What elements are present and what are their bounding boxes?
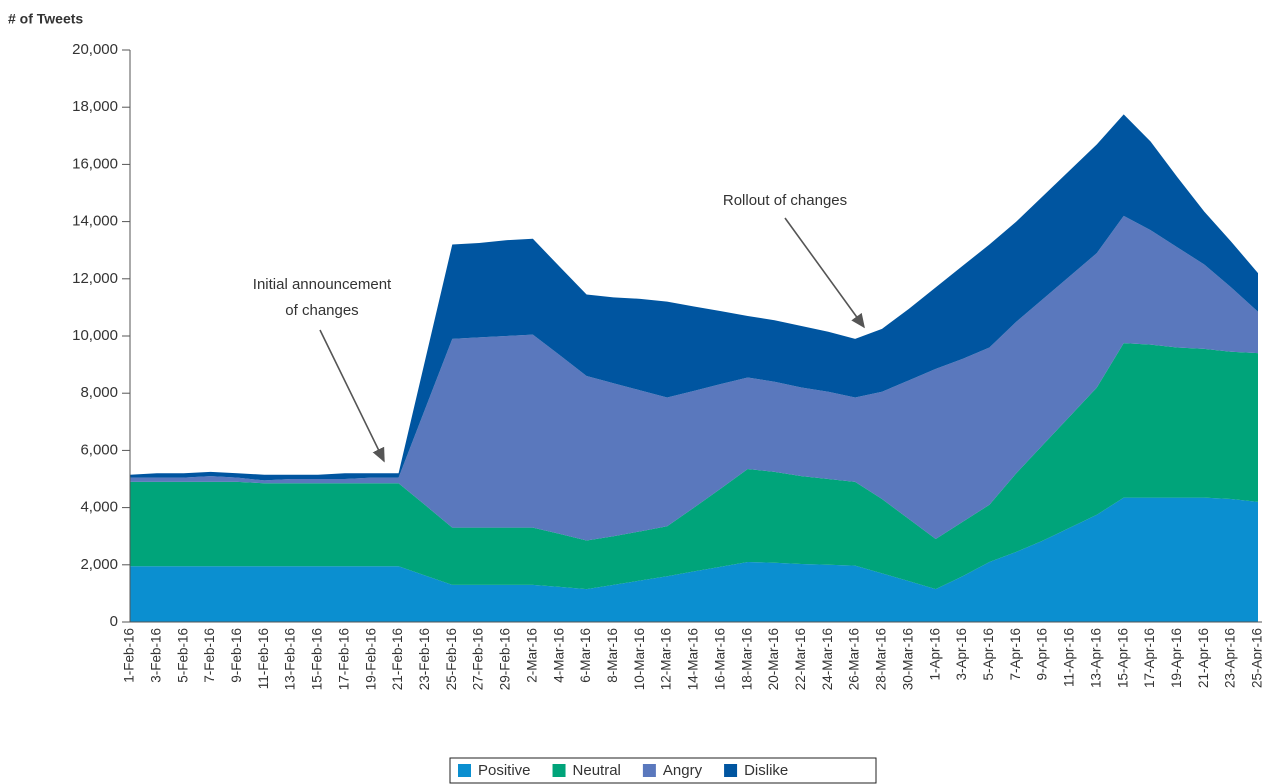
- x-tick-label: 25-Apr-16: [1250, 628, 1262, 688]
- x-tick-label: 14-Mar-16: [686, 628, 701, 690]
- legend-label: Angry: [663, 762, 703, 779]
- x-tick-label: 11-Feb-16: [256, 628, 271, 689]
- x-tick-label: 23-Feb-16: [417, 628, 432, 690]
- y-tick-label: 20,000: [72, 41, 118, 58]
- x-tick-label: 5-Feb-16: [175, 628, 190, 683]
- annotation: Rollout of changes: [723, 192, 847, 209]
- x-tick-label: 15-Apr-16: [1115, 628, 1130, 688]
- x-tick-label: 17-Feb-16: [336, 628, 351, 690]
- x-tick-label: 13-Feb-16: [283, 628, 298, 690]
- x-tick-label: 10-Mar-16: [632, 628, 647, 690]
- x-tick-label: 18-Mar-16: [739, 628, 754, 690]
- y-tick-label: 16,000: [72, 155, 118, 172]
- x-tick-label: 8-Mar-16: [605, 628, 620, 683]
- y-tick-label: 10,000: [72, 327, 118, 344]
- legend-swatch: [458, 764, 471, 777]
- annotation-arrow: [319, 329, 385, 463]
- legend: Positive Neutral Angry Dislike: [458, 762, 788, 779]
- legend-box: [449, 757, 877, 784]
- legend-label: Positive: [478, 762, 531, 779]
- x-tick-label: 22-Mar-16: [793, 628, 808, 690]
- annotation-arrow: [784, 217, 865, 329]
- x-tick-label: 7-Feb-16: [202, 628, 217, 683]
- x-tick-label: 4-Mar-16: [551, 628, 566, 683]
- plot-area: [130, 114, 1258, 622]
- x-tick-label: 6-Mar-16: [578, 628, 593, 683]
- x-tick-label: 9-Feb-16: [229, 628, 244, 683]
- x-tick-label: 9-Apr-16: [1035, 628, 1050, 681]
- x-tick-label: 21-Apr-16: [1196, 628, 1211, 688]
- y-axis-label: # of Tweets: [8, 11, 83, 27]
- x-tick-label: 26-Mar-16: [847, 628, 862, 690]
- x-tick-label: 2-Mar-16: [524, 628, 539, 683]
- y-tick-label: 6,000: [80, 441, 118, 458]
- y-tick-label: 14,000: [72, 213, 118, 230]
- legend-swatch: [724, 764, 738, 777]
- x-tick-label: 13-Apr-16: [1088, 628, 1103, 688]
- x-tick-label: 24-Mar-16: [820, 628, 835, 690]
- legend-swatch: [552, 764, 566, 777]
- x-tick-label: 19-Apr-16: [1169, 628, 1184, 688]
- y-tick-label: 0: [110, 613, 118, 630]
- y-tick-label: 18,000: [72, 98, 118, 115]
- area: [130, 343, 1258, 590]
- x-tick-label: 30-Mar-16: [900, 628, 915, 690]
- x-tick-label: 11-Apr-16: [1062, 628, 1077, 687]
- x-tick-label: 23-Apr-16: [1223, 628, 1238, 688]
- y-tick-label: 12,000: [72, 270, 118, 287]
- legend-label: Neutral: [573, 762, 621, 779]
- annotation: of changes: [285, 302, 358, 319]
- area: [130, 497, 1258, 622]
- x-tick-label: 5-Apr-16: [981, 628, 996, 681]
- x-tick-label: 17-Apr-16: [1142, 628, 1157, 688]
- x-tick-label: 3-Apr-16: [954, 628, 969, 681]
- y-tick-label: 2,000: [80, 556, 118, 573]
- x-tick-label: 25-Feb-16: [444, 628, 459, 690]
- legend-swatch: [642, 764, 656, 777]
- x-tick-label: 28-Mar-16: [874, 628, 889, 690]
- x-tick-label: 20-Mar-16: [766, 628, 781, 690]
- x-tick-label: 3-Feb-16: [148, 628, 163, 683]
- x-tick-label: 21-Feb-16: [390, 628, 405, 690]
- x-tick-label: 29-Feb-16: [498, 628, 513, 690]
- x-tick-label: 27-Feb-16: [471, 628, 486, 690]
- area: [130, 215, 1258, 541]
- x-tick-label: 15-Feb-16: [310, 628, 325, 690]
- x-tick-label: 12-Mar-16: [659, 628, 674, 690]
- legend-label: Dislike: [744, 762, 788, 779]
- y-tick-label: 4,000: [80, 499, 118, 516]
- area: [130, 114, 1258, 481]
- x-tick-label: 1-Apr-16: [927, 628, 942, 681]
- x-tick-label: 19-Feb-16: [363, 628, 378, 690]
- x-tick-label: 16-Mar-16: [712, 628, 727, 690]
- y-tick-label: 8,000: [80, 384, 118, 401]
- x-tick-label: 1-Feb-16: [122, 628, 137, 683]
- x-tick-label: 7-Apr-16: [1008, 628, 1023, 681]
- annotation: Initial announcement: [253, 276, 392, 293]
